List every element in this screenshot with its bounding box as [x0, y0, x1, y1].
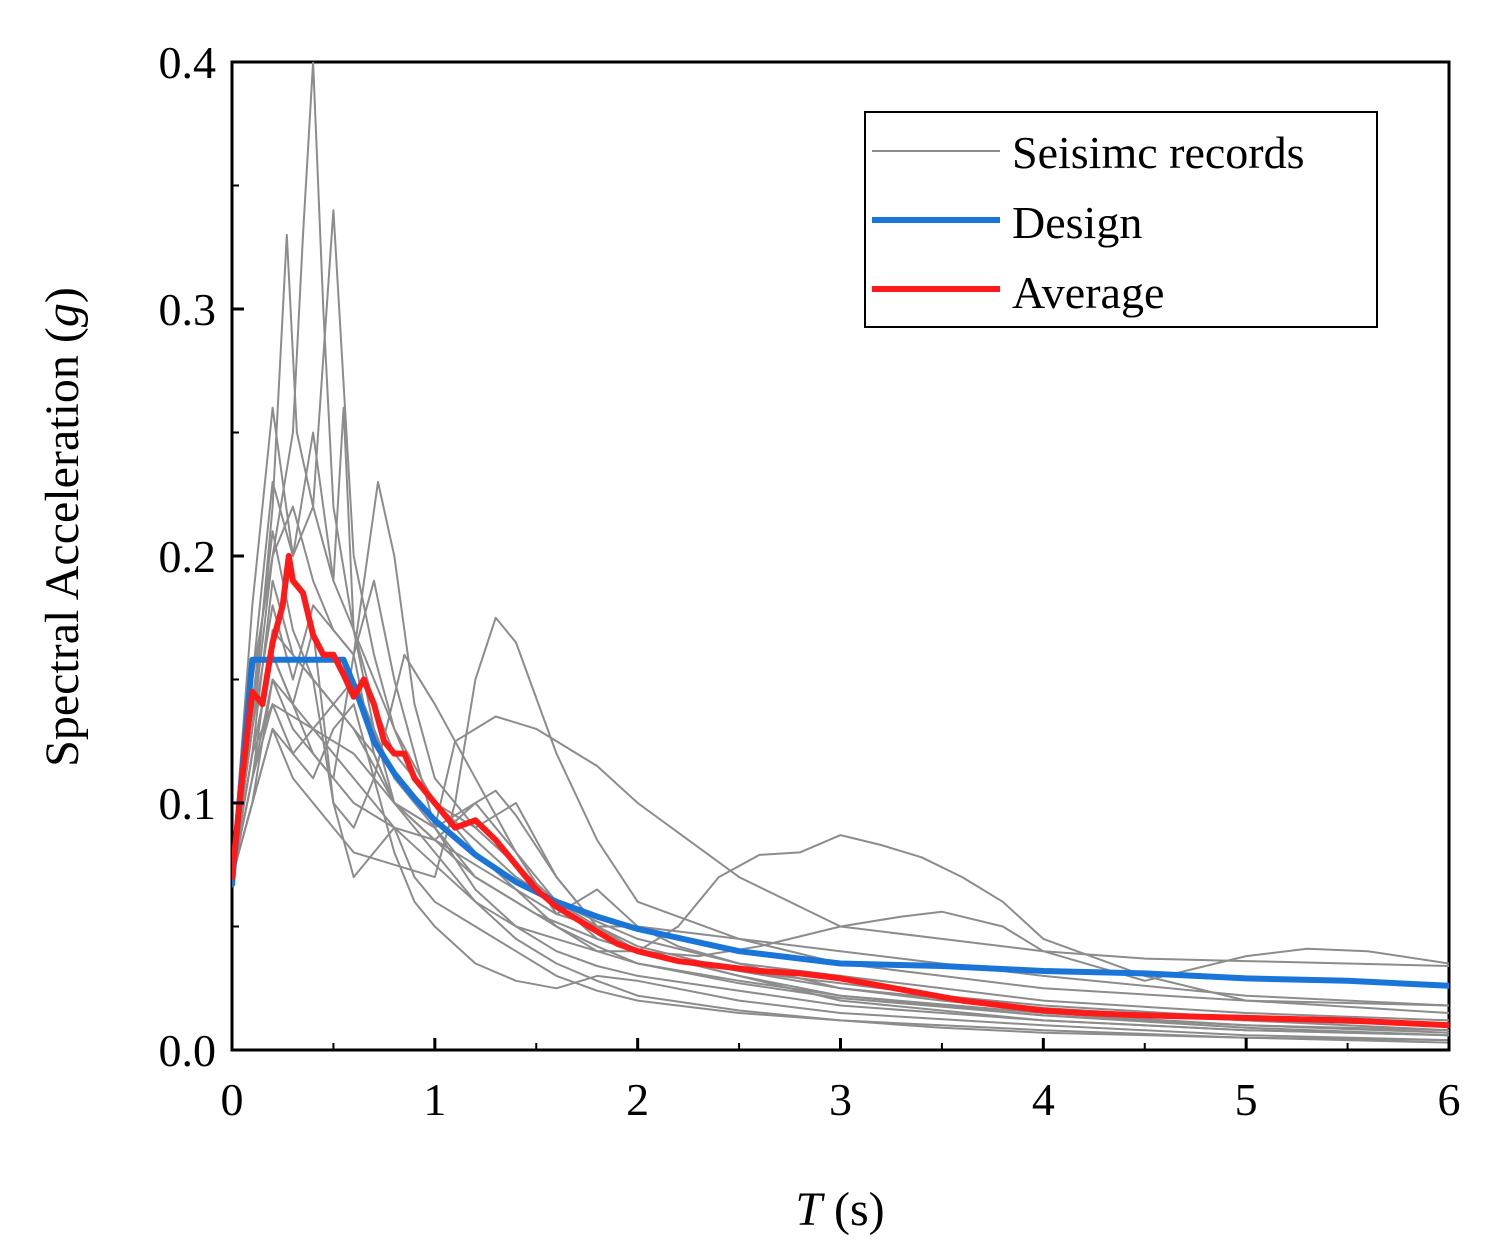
- seismic-record-line-10: [232, 579, 1449, 1037]
- x-tick-label: 5: [1235, 1074, 1258, 1125]
- seismic-record-line-2: [232, 209, 1449, 1032]
- seismic-record-line-14: [232, 678, 1449, 1044]
- seismic-record-line-3: [232, 406, 1449, 1034]
- legend-label-average: Average: [1012, 267, 1164, 318]
- y-axis-title: Spectral Acceleration (g): [36, 287, 89, 767]
- x-tick-label: 0: [221, 1074, 244, 1125]
- seismic-record-line-16: [232, 431, 1449, 1037]
- x-tick-label: 6: [1438, 1074, 1461, 1125]
- seismic-record-line-7: [232, 678, 1449, 1014]
- y-axis-ticks: 0.0 0.1 0.2 0.3 0.4: [159, 37, 244, 1076]
- series-layer: [232, 553, 1449, 1029]
- x-axis-title: T (s): [795, 1183, 884, 1236]
- x-axis-title-symbol: T: [795, 1183, 825, 1236]
- legend: Seisimc records Design Average: [864, 111, 1378, 328]
- y-tick-label: 0.4: [159, 37, 217, 88]
- x-tick-label: 2: [626, 1074, 649, 1125]
- legend-label-design: Design: [1012, 197, 1142, 248]
- seismic-record-line-13: [232, 579, 1449, 1022]
- y-tick-label: 0.1: [159, 778, 217, 829]
- y-axis-title-suffix: ): [36, 287, 89, 303]
- y-tick-label: 0.0: [159, 1025, 217, 1076]
- x-tick-label: 4: [1032, 1074, 1055, 1125]
- y-axis-title-prefix: Spectral Acceleration (: [36, 327, 89, 767]
- y-tick-label: 0.2: [159, 531, 217, 582]
- y-axis-title-symbol: g: [36, 303, 89, 327]
- x-tick-label: 1: [423, 1074, 446, 1125]
- seismic-record-line-5: [232, 616, 1449, 1007]
- x-tick-label: 3: [829, 1074, 852, 1125]
- x-axis-ticks: 0 1 2 3 4 5 6: [221, 1038, 1461, 1125]
- legend-label-seismic-records: Seisimc records: [1012, 127, 1305, 178]
- seismic-record-line-12: [232, 703, 1449, 1042]
- y-tick-label: 0.3: [159, 284, 217, 335]
- design-series-line: [232, 656, 1449, 989]
- seismic-record-line-8: [232, 629, 1449, 982]
- x-axis-title-unit: (s): [822, 1183, 885, 1236]
- seismic-record-line-15: [232, 505, 1449, 1007]
- seismic-record-line-6: [232, 703, 1449, 967]
- average-series-line: [232, 553, 1449, 1029]
- seismic-record-line-17: [232, 678, 1449, 1037]
